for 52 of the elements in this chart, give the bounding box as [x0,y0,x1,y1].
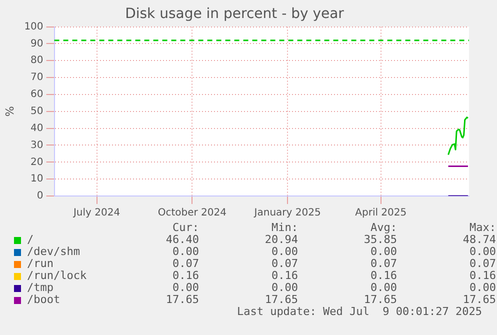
chart-title: Disk usage in percent - by year [125,6,344,22]
y-tick-label: 40 [30,122,44,134]
legend-label: / [26,233,35,246]
y-tick-label: 30 [30,140,44,151]
text: 17.65 [164,293,199,306]
text: 0.00 [172,281,199,294]
y-tick-label: 100 [24,21,44,32]
y-tick-label: 60 [30,89,44,100]
y-axis-title: % [3,106,16,117]
x-tick-label: October 2024 [158,208,227,219]
y-tick-label: 0 [36,190,44,202]
text: 0.00 [370,281,397,294]
legend-label: /dev/shm [26,245,81,258]
y-tick-label: 10 [30,174,44,185]
y-tick-label: 90 [30,38,44,50]
text: 17.65 [362,293,397,306]
text: 0.16 [370,269,397,282]
text: 20.94 [264,233,298,246]
text: 17.65 [462,293,496,306]
text: 35.85 [362,233,397,246]
text: 0.00 [270,245,298,258]
text: 0.00 [172,245,199,258]
legend-label: /boot [26,293,62,306]
text: 0.16 [468,269,496,282]
text: Min: [270,221,298,234]
text: 0.07 [370,257,397,270]
text: 0.16 [270,269,298,282]
x-tick-label: April 2025 [355,208,407,219]
text: Last update: Wed Jul 9 00:01:27 2025 [236,305,482,318]
y-tick-label: 80 [30,55,44,66]
text: Avg: [370,221,397,234]
text: 0.16 [172,269,199,282]
text: 0.07 [270,257,298,270]
text: Cur: [172,221,199,234]
text: 0.00 [468,245,496,258]
text: 48.74 [462,233,496,246]
text: 46.40 [164,233,199,246]
text: 0.07 [468,257,496,270]
text: 0.00 [370,245,397,258]
text: 0.07 [172,257,199,270]
legend-label: /run [26,257,54,270]
legend-label: /tmp [26,281,54,294]
text: 0.00 [270,281,298,294]
y-tick-label: 20 [30,156,44,168]
text: Max: [468,221,496,234]
y-tick-label: 50 [30,106,44,117]
x-tick-label: July 2024 [72,208,120,219]
legend-label: /run/lock [26,269,88,282]
y-tick-label: 70 [30,72,44,84]
x-tick-label: January 2025 [253,208,321,219]
text: 17.65 [264,293,298,306]
text: 0.00 [468,281,496,294]
